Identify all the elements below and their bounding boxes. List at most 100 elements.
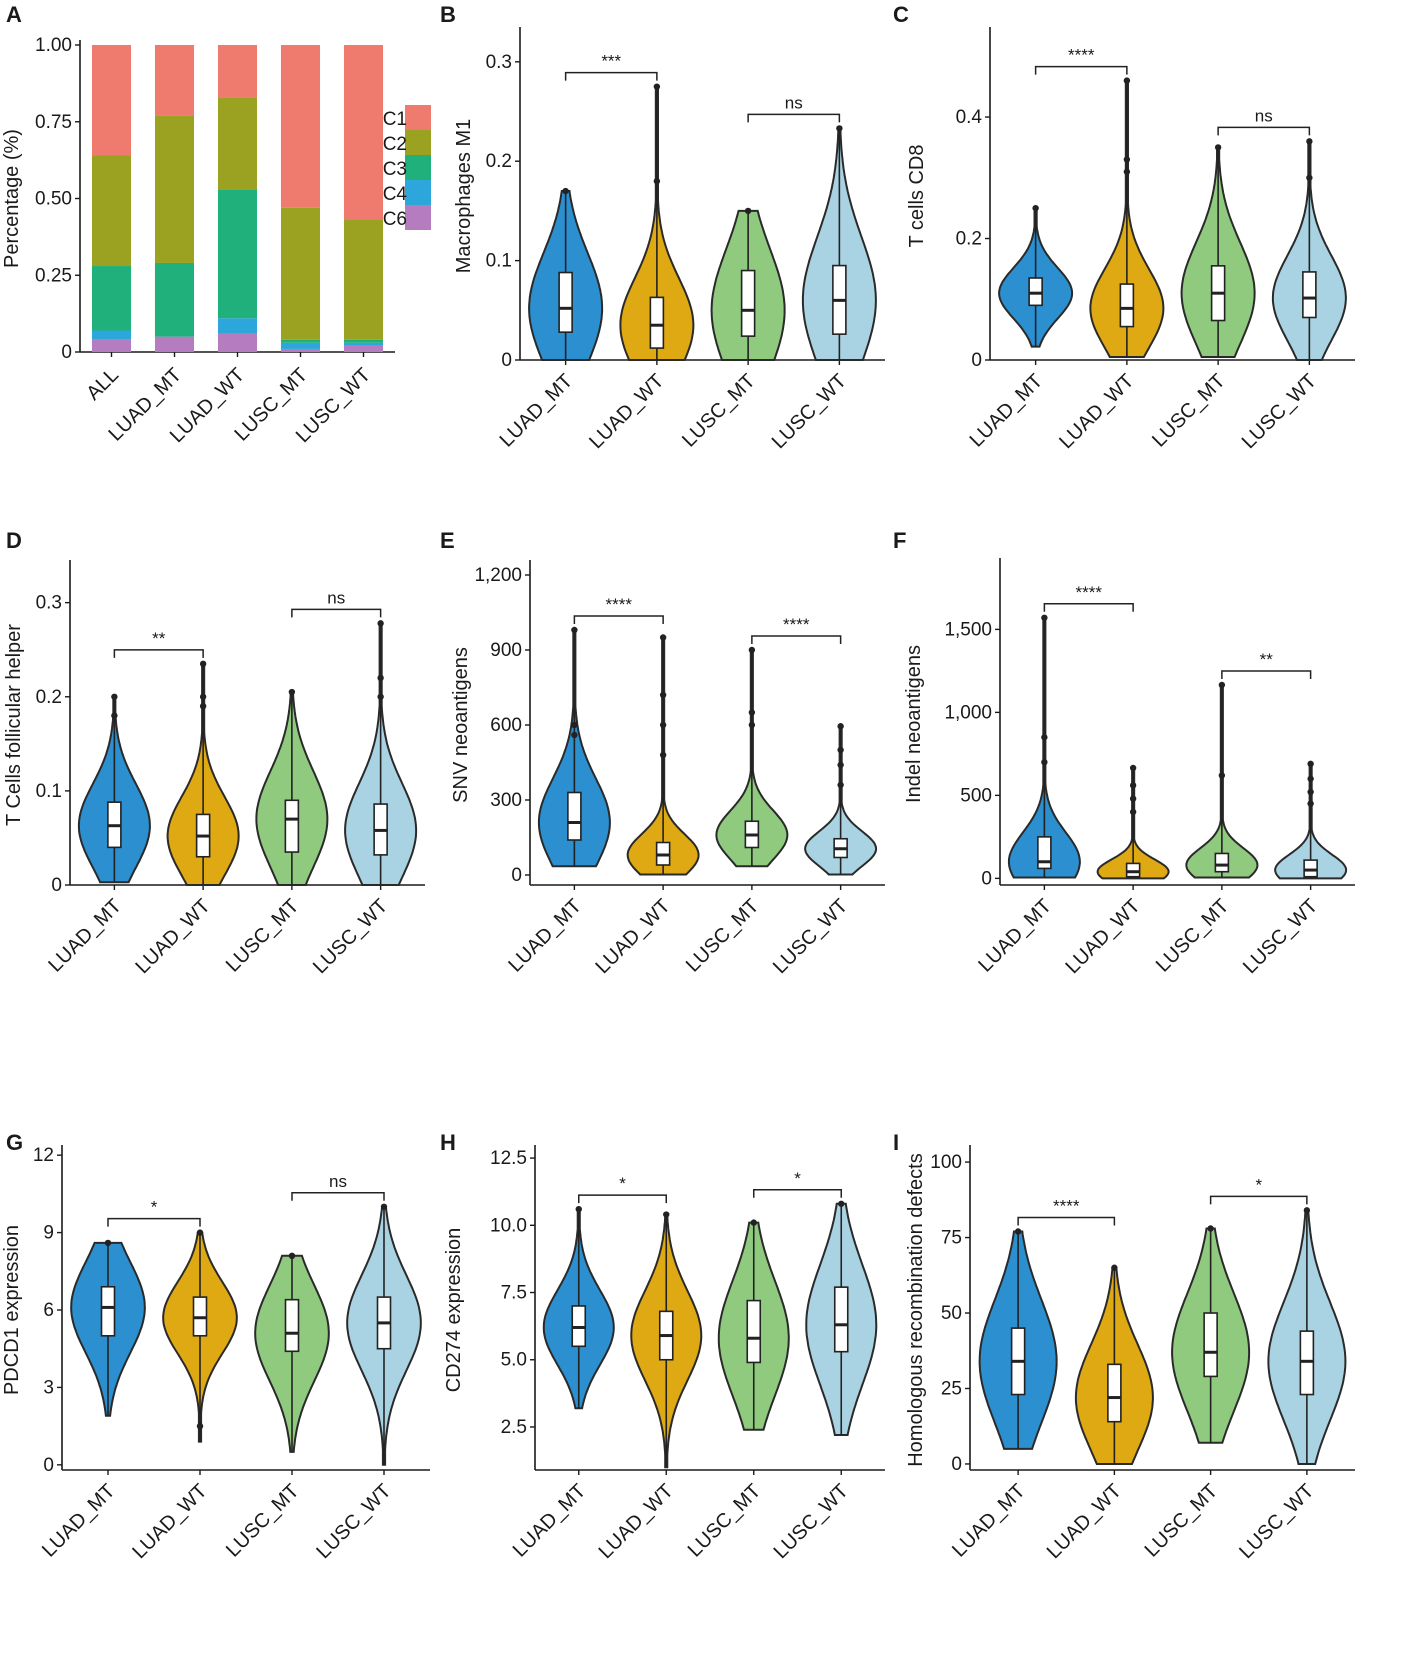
panel-c: C 0 0.2 0.4 T cells CD8 LUAD_MT LUAD_WT LUSC_MT… [893,2,1355,453]
significance-bracket [564,71,658,81]
y-axis-label: T Cells follicular helper [3,624,25,826]
outlier-point [1123,168,1131,175]
y-tick-label: 1,200 [474,565,522,586]
x-tick-label: LUSC_MT [222,895,304,977]
significance-bracket [747,113,841,123]
bar-segment-c6 [91,339,132,352]
outlier-point [748,721,756,729]
y-tick-label: 0 [981,868,992,889]
box [1028,277,1043,307]
outlier-point [653,177,661,185]
box [284,1298,300,1353]
significance-label: ** [152,629,166,648]
legend-label: C2 [383,134,407,155]
y-tick-label: 75 [941,1228,962,1249]
y-tick-label: 9 [43,1223,54,1244]
box [1302,271,1317,319]
y-tick-label: 0 [61,342,72,363]
y-tick-label: 0 [971,350,982,371]
y-tick-label: 0 [51,875,62,896]
y-tick-label: 25 [941,1378,962,1399]
outlier-point [1041,758,1048,766]
significance-label: * [619,1174,626,1193]
panel-letter: F [893,528,906,553]
outlier-point [1129,795,1137,802]
y-axis-label: Homologous recombination defects [905,1153,927,1467]
significance-bracket [573,615,664,624]
x-tick-label: LUAD_MT [44,895,126,977]
bar-segment-c2 [217,97,258,190]
x-tick-label: LUAD_WT [128,1480,211,1563]
x-tick-label: ALL [82,364,123,405]
max-point [744,207,752,215]
y-tick-label: 0.2 [486,151,512,172]
max-point [1306,138,1313,145]
significance-bracket [1209,1195,1308,1205]
panel-letter: C [893,2,909,27]
outlier-point [571,721,578,729]
bar-segment-c3 [343,339,384,343]
max-point [1218,681,1226,689]
x-tick-label: LUSC_MT [1141,1480,1223,1562]
max-point [575,1205,582,1213]
bar-segment-c1 [154,45,195,116]
x-tick-label: LUSC_WT [309,895,392,978]
outlier-point [1129,808,1137,816]
max-point [1129,764,1137,772]
legend-label: C4 [383,184,408,205]
x-tick-label: LUAD_WT [592,895,675,978]
max-point [1123,77,1131,84]
significance-bracket [291,1192,385,1201]
bar-segment-c3 [280,339,321,343]
outlier-point [659,691,667,699]
y-tick-label: 0.2 [36,687,62,708]
outlier-point [1306,174,1313,181]
x-tick-label: LUSC_WT [1238,370,1321,453]
bar-segment-c6 [217,333,258,352]
y-axis-label: CD274 expression [443,1228,465,1393]
legend-swatch [405,205,431,230]
significance-label: **** [1068,46,1095,65]
significance-label: **** [606,595,633,614]
panel-letter: B [440,2,456,27]
y-tick-label: 300 [490,790,522,811]
x-tick-label: LUAD_WT [595,1480,678,1563]
x-tick-label: LUAD_MT [974,895,1056,977]
outlier-point [1123,156,1131,163]
x-tick-label: LUSC_MT [682,895,764,977]
y-tick-label: 0.3 [36,593,62,614]
box [1037,836,1052,870]
x-tick-label: LUAD_MT [509,1480,591,1562]
box [1299,1330,1315,1396]
significance-label: **** [783,615,810,634]
significance-label: * [1255,1175,1262,1194]
x-tick-label: LUAD_WT [585,370,668,453]
box [1125,862,1141,878]
y-axis-label: PDCD1 expression [1,1225,23,1395]
bar-segment-c4 [217,318,258,334]
y-tick-label: 12 [33,1145,54,1166]
significance-bracket [113,649,204,658]
y-tick-label: 1.00 [35,35,72,56]
significance-label: **** [1053,1197,1080,1216]
significance-label: *** [601,52,621,71]
y-tick-label: 500 [960,785,992,806]
x-tick-label: LUAD_WT [1055,370,1138,453]
bar-segment-c6 [154,336,195,352]
legend-swatch [405,105,431,130]
max-point [1032,204,1039,212]
outlier-point [1218,772,1226,779]
y-tick-label: 3 [43,1377,54,1398]
significance-label: ns [1255,106,1273,125]
panel-letter: G [6,1130,23,1155]
y-tick-label: 1,500 [944,619,992,640]
x-tick-label: LUAD_MT [496,370,578,452]
outlier-point [377,693,384,700]
significance-bracket [578,1194,667,1204]
max-point [748,646,756,654]
